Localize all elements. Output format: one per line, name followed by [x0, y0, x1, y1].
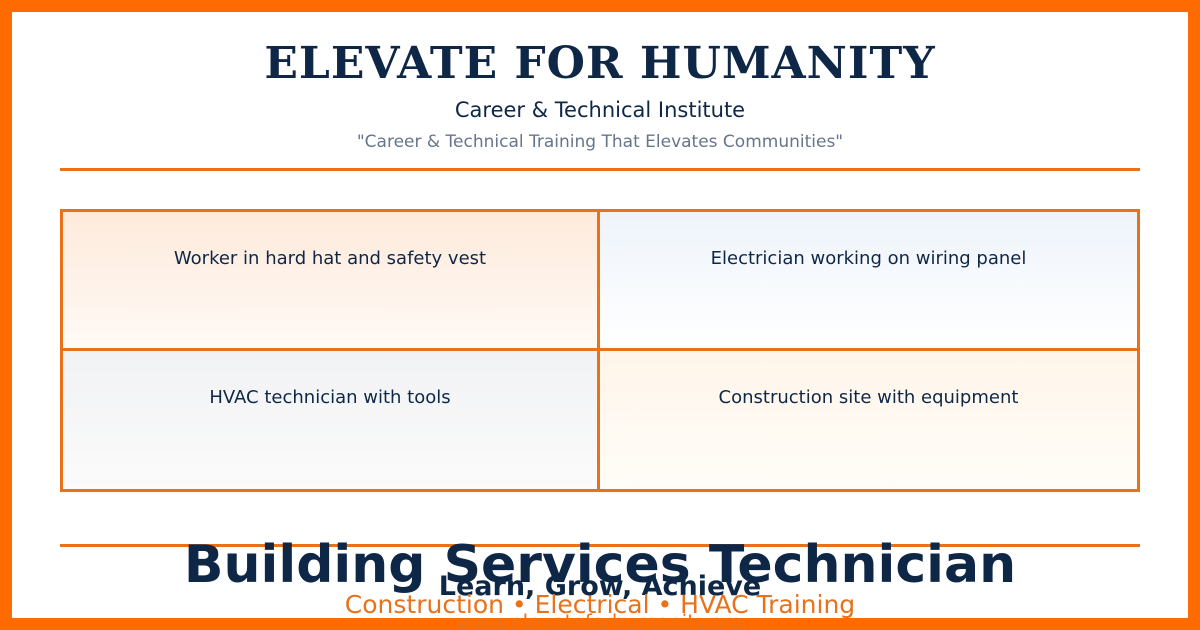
- program-list: Construction • Electrical • HVAC Trainin…: [344, 590, 856, 619]
- slogan: Learn, Grow, Achieve: [438, 571, 762, 602]
- brand-title: ELEVATE FOR HUMANITY: [264, 38, 936, 89]
- image-grid: Worker in hard hat and safety vest Elect…: [60, 209, 1140, 492]
- website-link[interactable]: www.elevateforhumanity.org: [456, 610, 744, 630]
- brand-subtitle: Career & Technical Institute: [454, 98, 746, 122]
- bottom-divider: [60, 544, 1140, 547]
- image-placeholder-electrician: Electrician working on wiring panel: [600, 212, 1137, 351]
- image-placeholder-hvac: HVAC technician with tools: [63, 350, 600, 489]
- image-placeholder-construction: Construction site with equipment: [600, 350, 1137, 489]
- program-headline: Building Services Technician: [183, 535, 1017, 595]
- tagline: "Career & Technical Training That Elevat…: [356, 132, 844, 152]
- image-placeholder-worker: Worker in hard hat and safety vest: [63, 212, 600, 351]
- top-divider: [60, 168, 1140, 171]
